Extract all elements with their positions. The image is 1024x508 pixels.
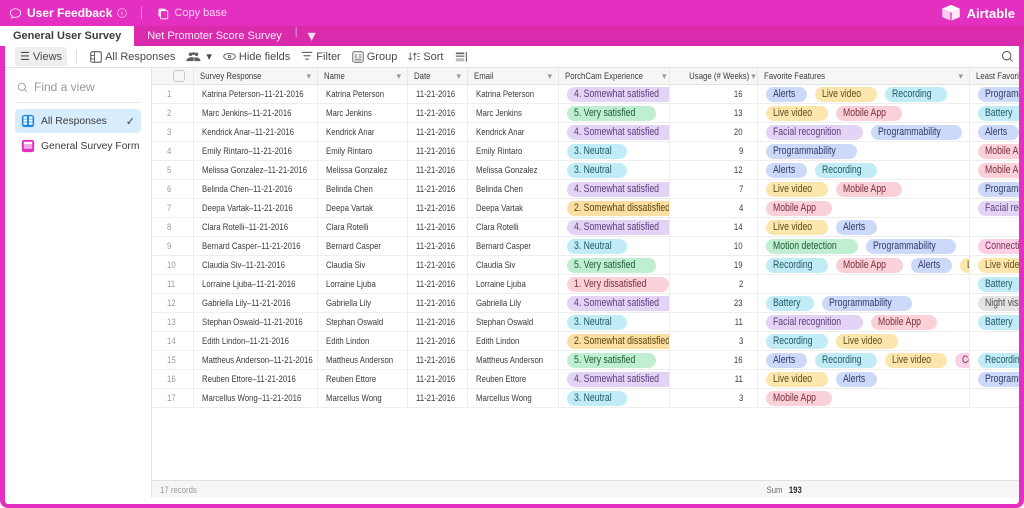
- svg-text:i: i: [122, 11, 124, 17]
